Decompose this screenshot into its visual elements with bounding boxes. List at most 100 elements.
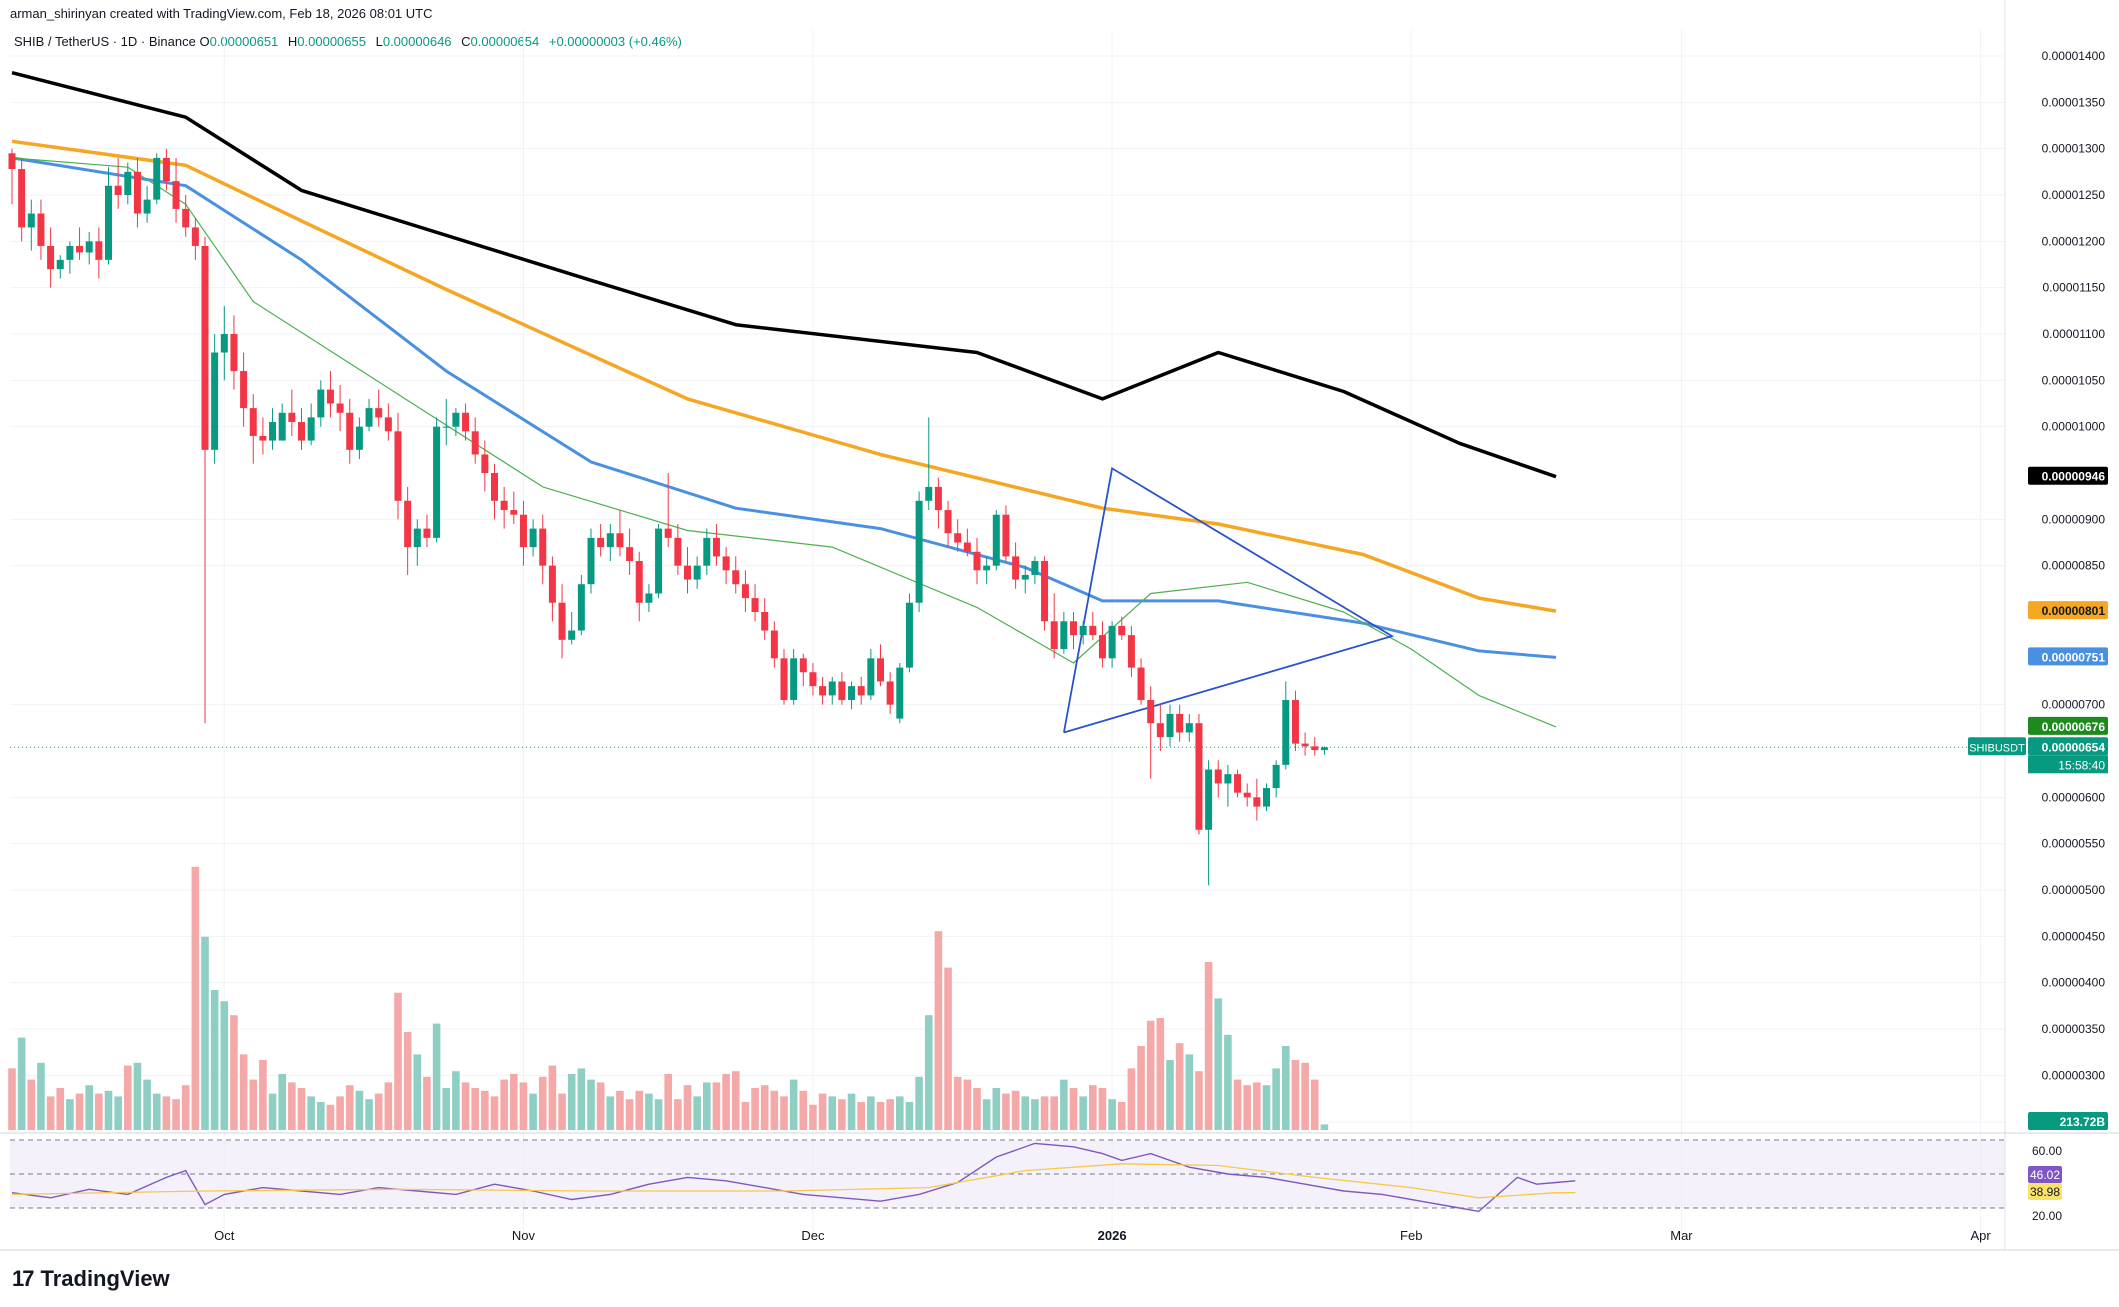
volume-bar bbox=[104, 1090, 113, 1130]
symbol-tag: SHIBUSDT bbox=[1969, 742, 2025, 754]
candle-body bbox=[1041, 561, 1049, 622]
time-tick-label: Mar bbox=[1670, 1228, 1693, 1243]
volume-bar bbox=[336, 1096, 344, 1130]
volume-bar bbox=[1127, 1068, 1136, 1130]
volume-bar bbox=[490, 1096, 499, 1130]
candle-body bbox=[481, 454, 489, 473]
volume-bar bbox=[46, 1096, 55, 1130]
price-badge: 0.00000946 bbox=[2042, 470, 2106, 484]
volume-bar bbox=[1166, 1060, 1174, 1130]
candle-body bbox=[558, 602, 566, 640]
volume-bar bbox=[529, 1093, 537, 1130]
candle-body bbox=[18, 169, 26, 228]
candle-body bbox=[703, 537, 711, 566]
candle-body bbox=[220, 334, 228, 353]
volume-bar bbox=[181, 1085, 190, 1130]
candle-body bbox=[809, 672, 817, 687]
volume-bar bbox=[1098, 1088, 1107, 1130]
triangle-pattern bbox=[1063, 466, 1395, 734]
volume-bar bbox=[268, 1093, 277, 1130]
candle-body bbox=[1060, 621, 1068, 650]
price-tick-label: 0.00001200 bbox=[2042, 234, 2106, 248]
volume-bar bbox=[481, 1090, 489, 1130]
volume-badge-bg bbox=[2028, 1112, 2108, 1130]
volume-bar bbox=[8, 1068, 16, 1130]
volume-bar bbox=[780, 1096, 788, 1130]
candle-body bbox=[1079, 625, 1087, 636]
candle-body bbox=[1301, 743, 1309, 747]
tradingview-logo[interactable]: 17 TradingView bbox=[12, 1266, 170, 1292]
candle-body bbox=[240, 371, 248, 409]
candle-body bbox=[133, 171, 141, 214]
candle-body bbox=[191, 227, 199, 246]
volume-bar bbox=[1233, 1079, 1242, 1130]
volume-bar bbox=[85, 1085, 93, 1130]
rsi-ma-line bbox=[11, 1163, 1576, 1199]
triangle-drawing[interactable] bbox=[1063, 466, 1395, 734]
volume-bar bbox=[635, 1090, 644, 1130]
candle-body bbox=[548, 565, 556, 603]
symbol-legend[interactable]: SHIB / TetherUS · 1D · Binance O0.000006… bbox=[14, 34, 688, 49]
candle-body bbox=[616, 533, 624, 548]
price-tick-label: 0.00001300 bbox=[2042, 142, 2106, 156]
volume-bar bbox=[442, 1088, 451, 1130]
candle-body bbox=[1205, 769, 1213, 830]
candle-body bbox=[442, 426, 450, 428]
candle-body bbox=[1166, 713, 1174, 738]
volume-bar bbox=[210, 990, 219, 1130]
time-tick-label: Apr bbox=[1970, 1228, 1991, 1243]
candle-body bbox=[1263, 788, 1270, 807]
volume-bar bbox=[152, 1093, 161, 1130]
volume-bar bbox=[75, 1093, 84, 1130]
candle-body bbox=[770, 630, 778, 659]
volume-bar bbox=[1301, 1062, 1309, 1130]
candle-body bbox=[761, 612, 769, 631]
candle-body bbox=[1253, 797, 1261, 807]
candle-body bbox=[1291, 700, 1299, 744]
volume-bar bbox=[471, 1088, 479, 1130]
candle-body bbox=[529, 528, 537, 548]
candle-body bbox=[423, 528, 431, 538]
volume-bar bbox=[452, 1071, 460, 1130]
volume-bar bbox=[606, 1096, 615, 1130]
volume-bar bbox=[201, 936, 209, 1130]
volume-bar bbox=[249, 1079, 258, 1130]
volume-badge: 213.72B bbox=[2060, 1115, 2106, 1129]
volume-bar bbox=[857, 1102, 865, 1130]
volume-bar bbox=[587, 1079, 595, 1130]
volume-bar bbox=[239, 1054, 248, 1130]
volume-bar bbox=[751, 1088, 759, 1130]
volume-bar bbox=[973, 1088, 981, 1130]
candle-body bbox=[298, 422, 305, 441]
candle-body bbox=[1098, 635, 1106, 659]
candle-body bbox=[905, 602, 913, 668]
candle-body bbox=[1195, 723, 1203, 830]
candle-body bbox=[828, 681, 836, 696]
candle-body bbox=[27, 213, 35, 228]
price-badges: 0.00000946 0.00000801 0.00000751 0.00000676… bbox=[1968, 466, 2108, 1200]
volume-bar bbox=[838, 1099, 846, 1130]
price-tick-label: 0.00001100 bbox=[2042, 327, 2105, 341]
candle-body bbox=[76, 245, 84, 253]
tradingview-logo-text: TradingView bbox=[40, 1266, 170, 1291]
rsi-badge: 38.98 bbox=[2030, 1185, 2060, 1199]
volume-bar bbox=[394, 992, 402, 1130]
close-value: 0.00000654 bbox=[470, 34, 540, 49]
candle-body bbox=[1137, 667, 1145, 701]
volume-bar bbox=[982, 1099, 991, 1130]
volume-bar bbox=[1108, 1099, 1116, 1130]
price-badge: 0.00000654 bbox=[2042, 740, 2106, 754]
candle-body bbox=[1089, 625, 1097, 636]
candlesticks bbox=[8, 148, 1328, 886]
candle-body bbox=[1002, 514, 1010, 557]
rsi-badge-bg bbox=[2028, 1183, 2062, 1200]
price-badge-bg bbox=[2028, 466, 2108, 485]
candle-body bbox=[1272, 764, 1280, 789]
price-tick-label: 0.00000550 bbox=[2042, 837, 2106, 851]
volume-bar bbox=[345, 1085, 354, 1130]
moving-average-line bbox=[11, 139, 1557, 613]
candle-body bbox=[491, 473, 498, 501]
countdown-badge: 15:58:40 bbox=[2058, 758, 2105, 772]
rsi-pane bbox=[10, 1139, 2005, 1213]
